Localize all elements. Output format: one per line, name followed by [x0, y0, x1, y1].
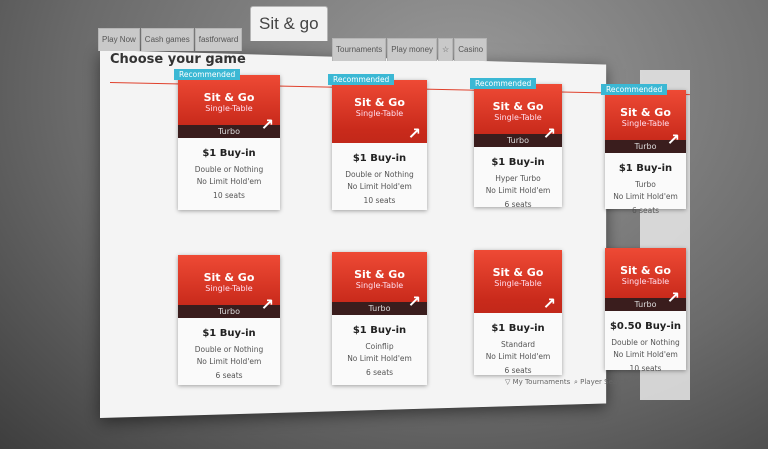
- tab-play-money[interactable]: Play money: [387, 38, 438, 61]
- buy-in: $1 Buy-in: [352, 325, 407, 336]
- game-card[interactable]: Sit & Go Single-Table Turbo ↗ $0.50 Buy-in Do…: [605, 248, 686, 373]
- recommended-badge: Recommended: [470, 78, 537, 89]
- arrow-icon: ↗: [666, 288, 680, 307]
- game-type: Turbo: [635, 180, 656, 189]
- seats: 10 seats: [629, 364, 662, 373]
- tab-sit-and-go[interactable]: Sit & go: [250, 6, 328, 41]
- game-card[interactable]: Sit & Go Single-Table Turbo ↗ $1 Buy-in Doubl…: [178, 255, 280, 385]
- game-type: Double or Nothing: [611, 338, 680, 347]
- player-search-link[interactable]: ⌕ Player Search: [574, 378, 629, 386]
- card-header: Sit & Go Single-Table: [332, 252, 427, 302]
- card-subtitle: Single-Table: [621, 119, 670, 128]
- card-title: Sit & Go: [354, 96, 405, 109]
- card-subtitle: Single-Table: [494, 113, 542, 122]
- card-header: Sit & Go Single-Table: [605, 90, 686, 140]
- card-header: Sit & Go Single-Table: [474, 84, 562, 134]
- card-subtitle: Single-Table: [355, 109, 404, 118]
- game-variant: No Limit Hold'em: [485, 186, 551, 195]
- buy-in: $1 Buy-in: [352, 153, 407, 164]
- left-tabs: Play Now Cash games fastforward: [98, 28, 243, 51]
- tab-play-now[interactable]: Play Now: [98, 28, 140, 51]
- game-card[interactable]: Sit & Go Single-Table ↗ $1 Buy-in Standard No…: [474, 250, 562, 375]
- game-type: Double or Nothing: [194, 345, 264, 354]
- game-variant: No Limit Hold'em: [347, 354, 412, 363]
- game-type: Standard: [500, 340, 536, 349]
- card-title: Sit & Go: [492, 100, 544, 113]
- page-title: Choose your game: [110, 52, 246, 67]
- recommended-badge: Recommended: [328, 74, 395, 85]
- game-type: Double or Nothing: [345, 170, 414, 179]
- tab-favorites-star-icon[interactable]: ☆: [438, 38, 454, 61]
- game-card[interactable]: Sit & Go Single-Table ↗ $1 Buy-in Double or …: [328, 74, 427, 210]
- game-card[interactable]: Sit & Go Single-Table Turbo ↗ $1 Buy-in Doubl…: [174, 69, 280, 210]
- card-header: Sit & Go Single-Table: [605, 248, 686, 298]
- game-variant: No Limit Hold'em: [196, 357, 262, 366]
- game-type: Double or Nothing: [194, 165, 264, 174]
- seats: 10 seats: [213, 191, 245, 200]
- game-card[interactable]: Sit & Go Single-Table Turbo ↗ $1 Buy-in Turbo…: [601, 84, 686, 215]
- seats: 6 seats: [631, 206, 660, 215]
- game-card[interactable]: Sit & Go Single-Table Turbo ↗ $1 Buy-in Hyper…: [470, 78, 562, 209]
- my-tournaments-link[interactable]: ▽ My Tournaments: [505, 378, 571, 386]
- arrow-icon: ↗: [407, 124, 421, 143]
- recommended-badge: Recommended: [174, 69, 241, 80]
- game-type: Hyper Turbo: [495, 174, 541, 183]
- speed-band: Turbo: [474, 134, 562, 147]
- seats: 6 seats: [215, 371, 243, 380]
- card-title: Sit & Go: [354, 268, 405, 281]
- game-variant: No Limit Hold'em: [485, 352, 551, 361]
- seats: 10 seats: [363, 196, 396, 205]
- card-title: Sit & Go: [203, 91, 255, 104]
- card-title: Sit & Go: [620, 106, 671, 119]
- card-title: Sit & Go: [492, 266, 544, 279]
- speed-band: Turbo: [605, 140, 686, 153]
- buy-in: $1 Buy-in: [491, 157, 545, 168]
- speed-band: Turbo: [178, 125, 280, 138]
- buy-in: $1 Buy-in: [202, 328, 256, 339]
- game-card[interactable]: Sit & Go Single-Table Turbo ↗ $1 Buy-in Coinf…: [332, 252, 427, 385]
- seats: 6 seats: [504, 366, 532, 375]
- card-header: Sit & Go Single-Table: [178, 255, 280, 305]
- card-header: Sit & Go Single-Table: [474, 250, 562, 300]
- buy-in: $0.50 Buy-in: [609, 321, 682, 332]
- seats: 6 seats: [365, 368, 394, 377]
- game-variant: No Limit Hold'em: [196, 177, 262, 186]
- buy-in: $1 Buy-in: [202, 148, 256, 159]
- card-title: Sit & Go: [620, 264, 671, 277]
- arrow-icon: ↗: [542, 124, 556, 143]
- card-subtitle: Single-Table: [205, 284, 253, 293]
- arrow-icon: ↗: [666, 130, 680, 149]
- recommended-badge: Recommended: [601, 84, 668, 95]
- speed-band: Turbo: [605, 298, 686, 311]
- game-variant: No Limit Hold'em: [613, 350, 678, 359]
- tab-cash-games[interactable]: Cash games: [140, 28, 194, 51]
- card-title: Sit & Go: [203, 271, 255, 284]
- tab-tournaments[interactable]: Tournaments: [332, 38, 387, 61]
- arrow-icon: ↗: [407, 292, 421, 311]
- card-subtitle: Single-Table: [621, 277, 670, 286]
- card-subtitle: Single-Table: [355, 281, 404, 290]
- card-header: Sit & Go Single-Table: [178, 75, 280, 125]
- game-variant: No Limit Hold'em: [613, 192, 678, 201]
- arrow-icon: ↗: [260, 115, 274, 134]
- game-type: Coinflip: [365, 342, 394, 351]
- tab-casino[interactable]: Casino: [454, 38, 488, 61]
- speed-band: Turbo: [178, 305, 280, 318]
- tab-fastforward[interactable]: fastforward: [194, 28, 243, 51]
- card-header: Sit & Go Single-Table: [332, 80, 427, 130]
- seats: 6 seats: [504, 200, 532, 209]
- card-subtitle: Single-Table: [205, 104, 253, 113]
- arrow-icon: ↗: [542, 294, 556, 313]
- game-variant: No Limit Hold'em: [347, 182, 412, 191]
- buy-in: $1 Buy-in: [491, 323, 545, 334]
- card-subtitle: Single-Table: [494, 279, 542, 288]
- buy-in: $1 Buy-in: [618, 163, 673, 174]
- speed-band: Turbo: [332, 302, 427, 315]
- right-tabs: Tournaments Play money ☆ Casino: [332, 38, 488, 61]
- arrow-icon: ↗: [260, 295, 274, 314]
